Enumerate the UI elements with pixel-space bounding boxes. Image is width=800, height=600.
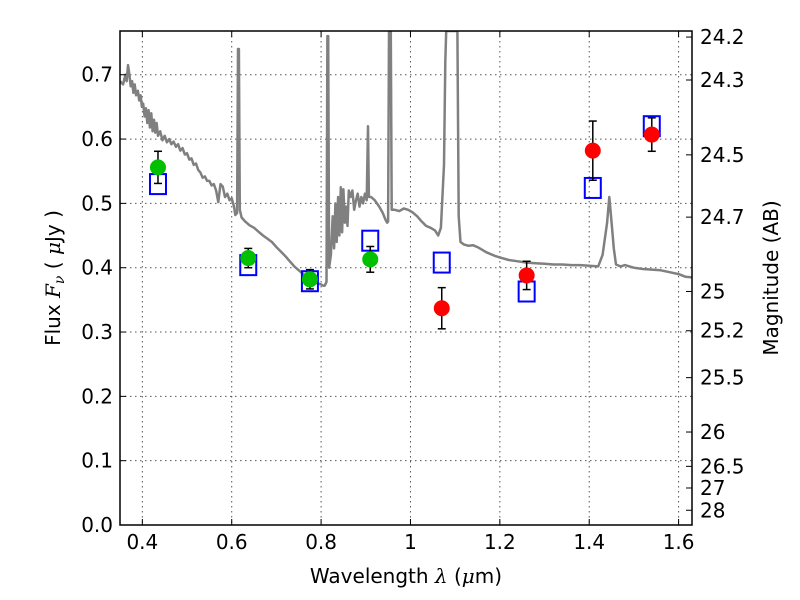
x-tick-label: 1.2 (484, 530, 516, 554)
y-axis-title-rest: Jy ) (41, 210, 65, 244)
y-tick-label: 0.4 (81, 256, 113, 280)
mag-tick-label: 25 (700, 279, 725, 303)
mag-tick-label: 24.7 (700, 205, 745, 229)
y-tick-label: 0.1 (81, 449, 113, 473)
x-tick-label: 0.8 (305, 530, 337, 554)
y-tick-label: 0.7 (81, 63, 113, 87)
x-tick-label: 0.4 (126, 530, 158, 554)
mag-tick-label: 25.5 (700, 366, 745, 390)
axis-ticks: 0.4 0.6 0.8 1 1.2 1.4 1.6 0.0 0.1 0.2 0.3 0.4 0.5 0.6… (81, 25, 744, 554)
y-axis-title-sub: ν (52, 275, 68, 284)
mag-tick-label: 27 (700, 476, 725, 500)
observed-flux-point (433, 300, 450, 317)
mag-tick-label: 24.2 (700, 25, 745, 49)
x-axis-title-mu: μ (462, 564, 475, 588)
observed-flux-point (362, 251, 379, 268)
y-axis-title-symbol: F (41, 283, 65, 299)
x-axis-title-unit-rest: m) (475, 564, 502, 588)
observed-flux-point (643, 126, 660, 143)
secondary-y-axis-title: Magnitude (AB) (759, 200, 783, 355)
y-tick-label: 0.6 (81, 127, 113, 151)
y-axis-title-mu: μ (41, 242, 65, 255)
mag-tick-label: 24.5 (700, 143, 745, 167)
mag-tick-label: 25.2 (700, 319, 745, 343)
y-tick-label: 0.0 (81, 513, 113, 537)
x-axis-title-symbol: λ (434, 564, 448, 588)
y-axis-title-open: ( (41, 255, 65, 276)
mag-tick-label: 26.5 (700, 454, 745, 478)
x-tick-label: 1.4 (573, 530, 605, 554)
x-axis-title-prefix: Wavelength (310, 564, 435, 588)
observed-flux-point (584, 142, 601, 159)
grid-lines (120, 31, 692, 526)
y-tick-label: 0.2 (81, 384, 113, 408)
observed-flux-point (518, 267, 535, 284)
mag-tick-label: 24.3 (700, 68, 745, 92)
mag-tick-label: 28 (700, 498, 725, 522)
y-axis-title-prefix: Flux (41, 298, 65, 346)
x-axis-title: Wavelength λ (μm) (310, 564, 502, 588)
observed-flux-point (301, 271, 318, 288)
x-axis-title-unit-open: ( (448, 564, 462, 588)
plot-area (120, 31, 692, 330)
y-tick-label: 0.3 (81, 320, 113, 344)
model-flux-square (432, 251, 451, 274)
template-spectrum-line (120, 31, 692, 287)
observed-flux-point (149, 159, 166, 176)
x-tick-label: 1.6 (663, 530, 695, 554)
y-tick-label: 0.5 (81, 191, 113, 215)
y-axis-title: Flux Fν ( μJy ) (41, 210, 68, 346)
x-tick-label: 1 (404, 530, 417, 554)
x-tick-label: 0.6 (216, 530, 248, 554)
observed-flux-point (240, 250, 257, 267)
plot-frame (119, 30, 693, 526)
mag-tick-label: 26 (700, 420, 725, 444)
